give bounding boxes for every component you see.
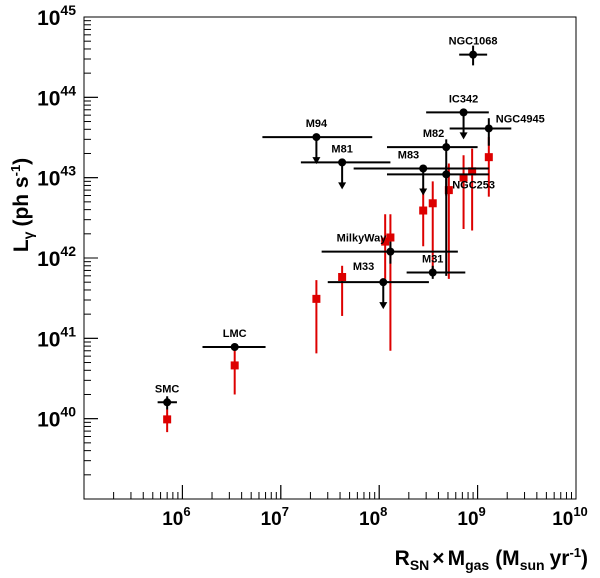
observed-point [300,158,391,190]
observed-marker [459,108,468,117]
observed-marker [428,268,437,277]
model-point [338,265,347,316]
model-marker [468,167,477,176]
model-marker [484,153,493,162]
x-tick-labels: 106 107 108 109 1010 [162,504,588,530]
observed-marker [379,278,388,287]
observed-marker [469,50,478,59]
model-point [312,280,321,354]
model-point [419,187,428,247]
model-marker [419,206,428,215]
model-marker [230,361,239,370]
x-tick-label: 109 [457,504,485,530]
observed-series [157,45,512,410]
upper-limit-arrow-head [312,157,321,165]
upper-limit-arrow-head [338,182,347,190]
x-tick-label: 107 [261,504,289,530]
galaxy-label: M33 [353,261,374,273]
galaxy-label: M94 [306,118,328,130]
y-axis-title: Lγ(ph s-1) [8,158,36,252]
observed-point [321,241,458,264]
model-series [163,137,493,433]
galaxy-label: M82 [423,128,444,140]
observed-point [202,343,266,352]
model-marker [381,237,390,246]
y-tick-label: 1042 [37,243,76,271]
galaxy-label: NGC1068 [449,36,498,48]
observed-point [449,118,512,146]
model-marker [459,173,468,182]
y-tick-label: 1041 [37,323,76,351]
observed-point [353,164,489,196]
observed-point [386,165,489,276]
observed-point [459,45,488,66]
observed-marker [442,143,451,152]
galaxy-label: MilkyWay [337,233,388,245]
galaxy-label: SMC [155,383,180,395]
model-marker [386,233,395,242]
model-marker [338,273,347,282]
y-tick-label: 1043 [37,163,76,191]
observed-marker [230,343,239,352]
observed-point [327,278,429,310]
model-marker [312,294,321,303]
observed-marker [312,133,321,142]
observed-marker [442,170,451,179]
x-axis [83,485,577,499]
model-point [230,348,239,395]
upper-limit-arrow-head [459,132,468,140]
galaxy-label: M31 [422,253,443,265]
model-point [428,181,437,276]
observed-marker [419,164,428,173]
observed-point [406,265,466,279]
model-point [444,163,453,279]
observed-marker [386,247,395,256]
observed-marker [484,124,493,133]
y-tick-label: 1040 [37,404,76,432]
y-tick-labels: 1040 1041 1042 1043 1044 1045 [37,2,76,432]
observed-point [262,133,373,165]
x-tick-label: 1010 [552,504,588,530]
model-marker [163,415,172,424]
model-marker [444,186,453,195]
galaxy-label: NGC253 [452,179,495,191]
x-axis-title: RSN × Mgas (Msun yr-1) [395,545,588,573]
y-tick-label: 1044 [37,82,76,110]
model-point [484,137,493,197]
observed-point [157,396,177,410]
galaxy-label: M83 [398,150,419,162]
observed-marker [338,158,347,167]
model-point [163,409,172,433]
y-tick-label: 1045 [37,2,76,30]
galaxy-label: M81 [331,143,352,155]
x-tick-label: 108 [359,504,387,530]
galaxy-labels: SMC LMC M94 M81 MilkyWay M33 M31 M83 M82 NGC253 IC… [155,36,545,396]
upper-limit-arrow-head [419,188,428,196]
galaxy-label: LMC [223,328,247,340]
model-marker [428,199,437,208]
model-point [381,214,390,279]
upper-limit-arrow-head [379,302,388,310]
x-tick-label: 106 [162,504,190,530]
model-point [468,148,477,231]
observed-point [426,108,489,140]
observed-marker [163,398,172,407]
y-axis [84,16,98,500]
galaxy-label: NGC4945 [496,113,545,125]
galaxy-label: IC342 [449,93,478,105]
